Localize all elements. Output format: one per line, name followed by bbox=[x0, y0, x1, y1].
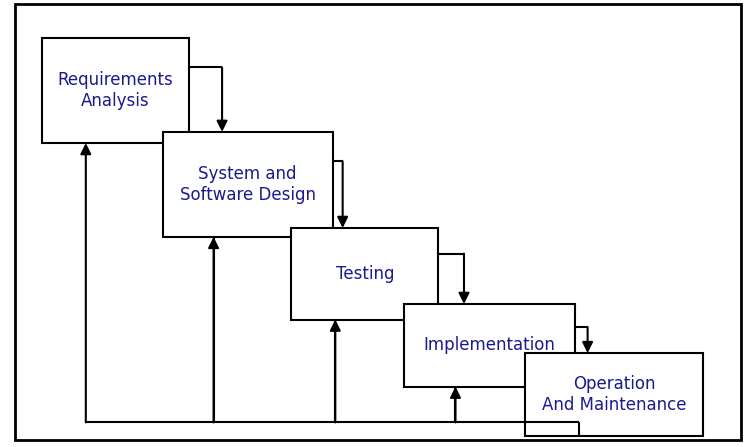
Bar bbox=[291, 228, 438, 320]
Text: Requirements
Analysis: Requirements Analysis bbox=[57, 71, 173, 110]
Bar bbox=[42, 38, 189, 143]
Bar bbox=[404, 304, 575, 387]
Bar bbox=[525, 353, 703, 436]
Text: Implementation: Implementation bbox=[423, 336, 556, 354]
Bar bbox=[163, 132, 333, 237]
Text: System and
Software Design: System and Software Design bbox=[180, 165, 315, 204]
Text: Testing: Testing bbox=[336, 265, 394, 283]
Text: Operation
And Maintenance: Operation And Maintenance bbox=[542, 375, 686, 414]
